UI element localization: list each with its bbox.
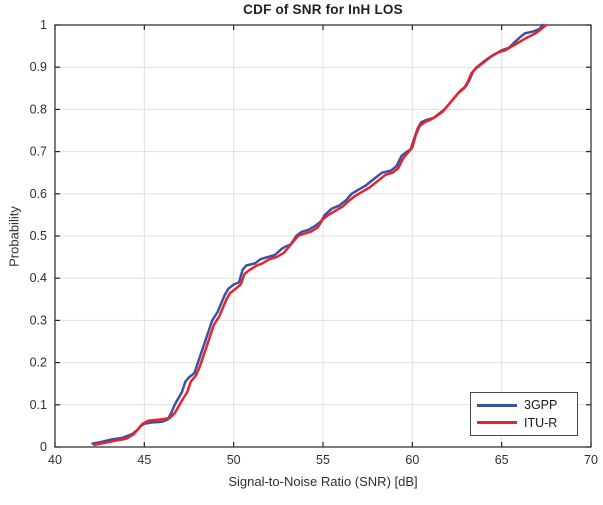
legend-item-3gpp: 3GPP [477, 398, 571, 412]
y-tick-label: 0.4 [30, 271, 47, 285]
x-tick-label: 60 [405, 453, 419, 467]
y-axis-label: Probability [6, 206, 22, 267]
y-tick-label: 0.3 [30, 313, 47, 327]
chart-title: CDF of SNR for InH LOS [243, 2, 403, 17]
y-tick-label: 0.6 [30, 187, 47, 201]
y-tick-label: 0 [40, 440, 47, 454]
x-tick-label: 40 [48, 453, 62, 467]
legend-label-3gpp: 3GPP [524, 398, 558, 413]
x-tick-label: 55 [316, 453, 330, 467]
y-tick-label: 0.1 [30, 398, 47, 412]
series-line-itu-r [93, 23, 548, 447]
x-tick-label: 45 [137, 453, 151, 467]
itur-line-swatch [477, 421, 517, 425]
x-tick-label: 65 [495, 453, 509, 467]
legend-box[interactable]: 3GPP ITU-R [470, 392, 578, 436]
series-line-3gpp [91, 23, 545, 445]
3gpp-line-swatch [477, 403, 517, 407]
legend-label-itur: ITU-R [524, 415, 558, 430]
y-tick-label: 1 [40, 18, 47, 32]
legend-item-itur: ITU-R [477, 416, 571, 430]
y-tick-label: 0.9 [30, 60, 47, 74]
y-tick-label: 0.2 [30, 356, 47, 370]
y-tick-label: 0.8 [30, 102, 47, 116]
x-axis-label: Signal-to-Noise Ratio (SNR) [dB] [228, 474, 418, 489]
y-tick-label: 0.5 [30, 229, 47, 243]
y-tick-label: 0.7 [30, 145, 47, 159]
x-tick-label: 50 [227, 453, 241, 467]
x-tick-label: 70 [584, 453, 598, 467]
